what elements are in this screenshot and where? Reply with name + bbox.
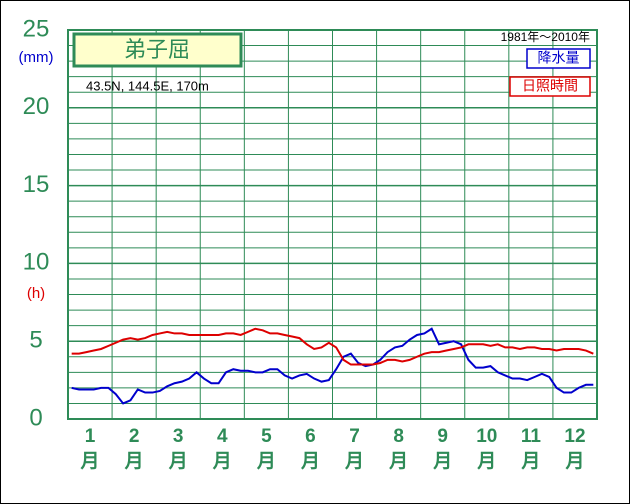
x-tick-label: 12月 [564, 426, 586, 472]
title-box [72, 32, 243, 68]
x-tick-label: 6月 [300, 426, 320, 472]
legend-label: 降水量 [538, 50, 580, 66]
grid [67, 29, 598, 420]
plot-border [67, 29, 598, 420]
y-tick-label: 0 [29, 404, 42, 431]
x-tick-label: 7月 [345, 426, 365, 472]
x-tick-label: 5月 [256, 426, 276, 472]
x-tick-label: 9月 [433, 426, 453, 472]
y-tick-label: 5 [29, 327, 42, 354]
series-line [71, 327, 594, 405]
y-tick-label: 20 [23, 93, 50, 120]
x-tick-label: 10月 [476, 426, 498, 472]
x-tick-label: 11月 [520, 426, 541, 472]
x-tick-label: 1月 [80, 426, 100, 472]
x-tick-label: 2月 [124, 426, 144, 472]
legend-label: 日照時間 [522, 78, 578, 94]
series-line [71, 327, 594, 366]
y-unit-sun: (h) [27, 285, 45, 302]
legend-box [509, 76, 591, 97]
x-tick-label: 3月 [168, 426, 188, 472]
period: 1981年～2010年 [501, 30, 590, 44]
chart-title: 弟子屈 [124, 37, 190, 62]
location: 43.5N, 144.5E, 170m [86, 78, 209, 93]
y-tick-label: 15 [23, 171, 50, 198]
legend-box [526, 48, 591, 69]
y-unit-precip: (mm) [19, 49, 54, 66]
y-tick-label: 10 [23, 249, 50, 276]
y-tick-label: 25 [23, 15, 50, 42]
x-tick-label: 4月 [212, 426, 232, 472]
x-tick-label: 8月 [389, 426, 409, 472]
